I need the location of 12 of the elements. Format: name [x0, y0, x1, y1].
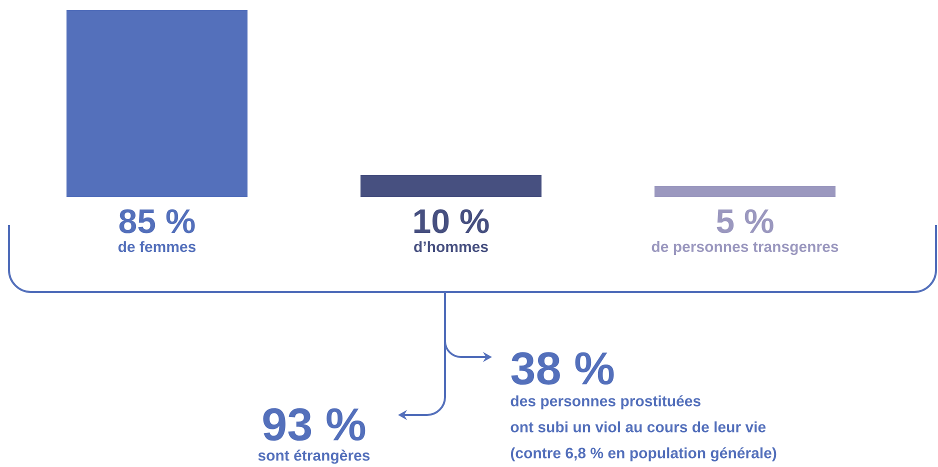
text: sont étrangères: [258, 450, 370, 464]
x-tick-label: de femmes: [118, 241, 196, 252]
data-label: 85 %: [119, 209, 195, 234]
text: ont subi un viol au cours de leur vie: [510, 421, 766, 432]
data-label: 5 %: [716, 209, 774, 234]
text: des personnes prostituées: [510, 395, 700, 410]
text: 38 %: [511, 352, 614, 385]
x-tick-label: de personnes transgenres: [652, 240, 838, 256]
x-tick-label: d’hommes: [414, 241, 488, 252]
text: (contre 6,8 % en population générale): [510, 447, 776, 462]
data-label: 10 %: [414, 209, 489, 234]
text: 93 %: [263, 408, 366, 441]
